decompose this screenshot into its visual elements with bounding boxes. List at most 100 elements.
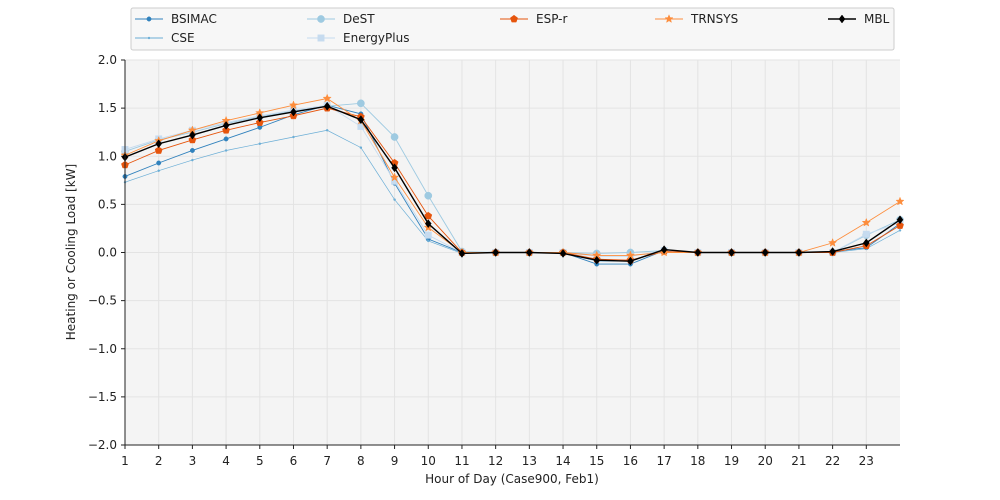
data-point-energyplus: [424, 231, 432, 239]
data-point-mbl: [391, 163, 398, 173]
y-tick-label: 1.5: [98, 101, 117, 115]
series-mbl: [121, 101, 904, 266]
legend-label: ESP-r: [536, 12, 568, 26]
legend-swatch-marker: [317, 15, 325, 23]
data-point-esp-r: [896, 221, 904, 229]
data-point-energyplus: [862, 230, 870, 238]
data-point-esp-r: [424, 211, 433, 220]
x-tick-label: 23: [859, 454, 874, 468]
x-tick-label: 4: [222, 454, 230, 468]
data-point-mbl: [222, 121, 230, 130]
legend: BSIMAC CSE DeST EnergyPlus ESP-r TRNSYS MBL: [130, 7, 895, 51]
x-tick-label: 10: [421, 454, 436, 468]
legend-label: MBL: [864, 12, 890, 26]
y-tick-label: 0.0: [98, 246, 117, 260]
data-point-dest: [357, 99, 365, 108]
data-point-mbl: [593, 255, 601, 265]
series-layer: [120, 93, 905, 267]
y-tick-label: −0.5: [88, 294, 117, 308]
y-tick-label: −1.5: [88, 390, 117, 404]
data-point-mbl: [829, 247, 836, 256]
legend-swatch-marker: [838, 14, 846, 24]
data-point-mbl: [694, 248, 702, 257]
x-tick-label: 8: [357, 454, 365, 468]
data-point-cse: [898, 229, 902, 232]
data-point-dest: [424, 191, 433, 200]
legend-swatch-marker: [664, 14, 674, 23]
data-point-mbl: [424, 219, 432, 229]
data-point-mbl: [896, 215, 904, 225]
x-tick-label: 13: [522, 454, 537, 468]
data-point-mbl: [728, 248, 735, 257]
x-tick-label: 11: [454, 454, 469, 468]
data-point-esp-r: [222, 126, 230, 134]
y-tick-label: 2.0: [98, 53, 117, 67]
data-point-mbl: [458, 249, 466, 258]
x-tick-label: 7: [323, 454, 331, 468]
data-point-cse: [325, 129, 329, 132]
data-point-cse: [359, 146, 363, 149]
data-point-bsimac: [156, 160, 162, 166]
data-point-mbl: [155, 139, 163, 149]
x-tick-label: 12: [488, 454, 503, 468]
legend-label: BSIMAC: [171, 12, 217, 26]
y-axis-ticks: 2.0 1.5 1.0 0.5 0.0 −0.5 −1.0 −1.5 −2.0: [88, 53, 125, 452]
legend-label: DeST: [343, 12, 375, 26]
data-point-mbl: [559, 249, 567, 258]
data-point-mbl: [862, 238, 870, 248]
legend-swatch-marker: [317, 34, 325, 42]
data-point-mbl: [256, 113, 264, 123]
y-axis-label: Heating or Cooling Load [kW]: [64, 164, 78, 340]
y-tick-label: −1.0: [88, 342, 117, 356]
data-point-esp-r: [255, 118, 264, 126]
data-point-bsimac: [223, 136, 229, 142]
x-tick-label: 16: [623, 454, 638, 468]
y-tick-label: −2.0: [88, 438, 117, 452]
legend-item-bsimac: BSIMAC: [135, 12, 217, 26]
legend-item-energyplus: EnergyPlus: [307, 31, 409, 45]
x-tick-label: 5: [256, 454, 264, 468]
data-point-cse: [393, 198, 396, 201]
x-tick-label: 14: [555, 454, 570, 468]
data-point-cse: [191, 158, 194, 162]
data-point-esp-r: [154, 146, 163, 154]
legend-box: [130, 7, 895, 51]
data-point-mbl: [761, 248, 769, 257]
y-tick-label: 0.5: [98, 197, 117, 211]
data-point-cse: [292, 135, 295, 139]
x-axis-label: Hour of Day (Case900, Feb1): [425, 472, 599, 486]
data-point-trnsys: [861, 217, 871, 227]
legend-swatch-marker: [146, 16, 152, 22]
x-tick-label: 3: [189, 454, 197, 468]
x-tick-label: 20: [758, 454, 773, 468]
x-tick-label: 9: [391, 454, 399, 468]
data-point-bsimac: [189, 148, 195, 153]
x-tick-label: 22: [825, 454, 840, 468]
legend-item-trnsys: TRNSYS: [655, 12, 738, 26]
data-point-trnsys: [288, 100, 299, 110]
data-point-mbl: [627, 256, 634, 266]
data-point-cse: [157, 169, 160, 172]
data-point-cse: [258, 142, 262, 145]
data-point-mbl: [323, 101, 331, 111]
legend-item-mbl: MBL: [828, 12, 890, 26]
data-point-trnsys: [895, 196, 905, 206]
x-tick-label: 19: [724, 454, 739, 468]
data-point-cse: [427, 239, 430, 243]
x-tick-label: 18: [690, 454, 705, 468]
data-point-mbl: [290, 107, 297, 117]
data-point-mbl: [795, 248, 803, 257]
data-point-cse: [224, 149, 228, 152]
legend-swatch-marker: [147, 36, 151, 40]
legend-item-cse: CSE: [135, 31, 195, 45]
legend-label: EnergyPlus: [343, 31, 409, 45]
x-axis-ticks: 1 2 3 4 5 6 7 8 9 10 11 12 13 14 15 16 17 18 19 20 21 22 23: [121, 445, 874, 468]
data-point-esp-r: [188, 135, 197, 144]
legend-label: TRNSYS: [690, 12, 738, 26]
data-point-trnsys: [389, 172, 400, 182]
data-point-mbl: [660, 245, 668, 255]
data-point-mbl: [189, 130, 196, 140]
x-tick-label: 6: [290, 454, 298, 468]
y-tick-label: 1.0: [98, 149, 117, 163]
